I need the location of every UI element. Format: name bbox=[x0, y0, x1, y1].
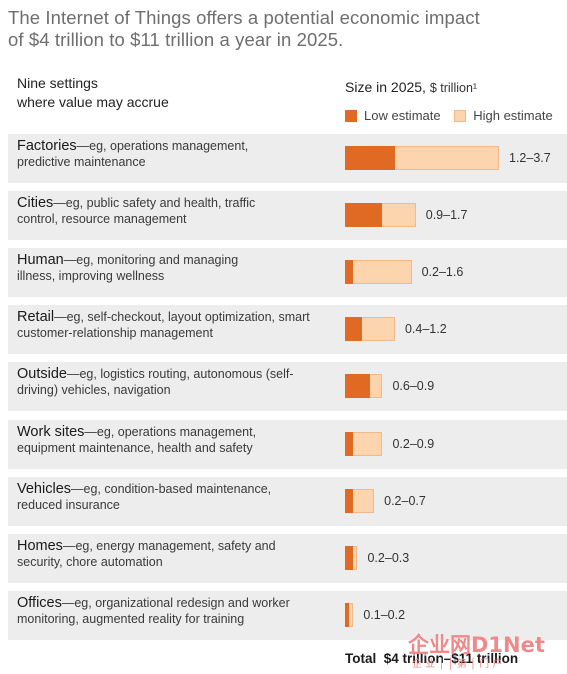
setting-description: Cities—eg, public safety and health, tra… bbox=[17, 195, 287, 227]
range-label: 0.2–0.7 bbox=[384, 494, 426, 508]
settings-header-line-1: Nine settings bbox=[17, 75, 98, 91]
bar-low-estimate bbox=[345, 203, 383, 227]
range-label: 0.6–0.9 bbox=[392, 379, 435, 393]
legend-swatch-low bbox=[345, 109, 357, 122]
bar-low-estimate bbox=[345, 374, 370, 398]
bar-low-estimate bbox=[345, 546, 354, 570]
setting-name: Retail bbox=[17, 309, 55, 325]
setting-examples: —eg, energy management, safety and secur… bbox=[17, 539, 276, 569]
chart-row-offices: Offices—eg, organizational redesign and … bbox=[8, 591, 567, 640]
chart-row-vehicles: Vehicles—eg, condition-based maintenance… bbox=[8, 477, 567, 526]
setting-description: Factories—eg, operations management, pre… bbox=[17, 138, 279, 170]
bar-low-estimate bbox=[345, 146, 395, 170]
setting-name: Homes bbox=[17, 538, 63, 554]
legend-swatch-high bbox=[454, 109, 467, 122]
watermark-subtext: 企 业 │ │ 第 │ 门 户 bbox=[412, 657, 502, 670]
chart-row-human: Human—eg, monitoring and managing illnes… bbox=[8, 248, 567, 297]
setting-examples: —eg, condition-based maintenance, reduce… bbox=[17, 482, 272, 512]
bar-low-estimate bbox=[345, 489, 354, 513]
setting-name: Vehicles bbox=[17, 481, 72, 497]
chart-row-factories: Factories—eg, operations management, pre… bbox=[8, 134, 567, 183]
chart-title-line-2: of $4 trillion to $11 trillion a year in… bbox=[8, 29, 344, 50]
watermark-text: 企业网D1Net bbox=[407, 633, 545, 657]
range-label: 0.2–0.9 bbox=[392, 437, 435, 451]
setting-examples: —eg, organizational redesign and worker … bbox=[17, 596, 290, 626]
bar-low-estimate bbox=[345, 603, 350, 627]
legend-label-low: Low estimate bbox=[364, 108, 441, 123]
setting-name: Work sites bbox=[17, 424, 85, 440]
setting-examples: —eg, operations management, equipment ma… bbox=[17, 425, 257, 455]
range-label: 0.2–1.6 bbox=[421, 265, 464, 279]
total-value: $4 trillion–$11 trillion bbox=[383, 651, 519, 666]
setting-examples: —eg, monitoring and managing illness, im… bbox=[17, 253, 239, 283]
setting-name: Human bbox=[17, 252, 64, 268]
legend-item-low: Low estimate bbox=[345, 108, 441, 123]
range-label: 0.4–1.2 bbox=[404, 322, 447, 336]
range-label: 0.2–0.3 bbox=[367, 551, 410, 565]
setting-description: Retail—eg, self-checkout, layout optimiz… bbox=[17, 309, 317, 341]
setting-name: Cities bbox=[17, 195, 54, 211]
bar-low-estimate bbox=[345, 317, 362, 341]
setting-name: Factories bbox=[17, 138, 77, 154]
range-label: 1.2–3.7 bbox=[509, 151, 551, 165]
setting-name: Outside bbox=[17, 366, 67, 382]
setting-name: Offices bbox=[17, 595, 62, 611]
setting-examples: —eg, logistics routing, autonomous (self… bbox=[17, 367, 294, 397]
setting-description: Homes—eg, energy management, safety and … bbox=[17, 538, 287, 570]
chart-row-homes: Homes—eg, energy management, safety and … bbox=[8, 534, 567, 583]
legend: Low estimate High estimate bbox=[345, 108, 563, 125]
size-header-unit: $ trillion¹ bbox=[429, 81, 478, 95]
total-label: Total bbox=[345, 651, 377, 666]
legend-label-high: High estimate bbox=[473, 108, 553, 123]
chart-title: The Internet of Things offers a potentia… bbox=[8, 7, 558, 51]
bar-low-estimate bbox=[345, 260, 354, 284]
setting-description: Human—eg, monitoring and managing illnes… bbox=[17, 252, 272, 284]
setting-description: Vehicles—eg, condition-based maintenance… bbox=[17, 481, 307, 513]
bar-high-estimate bbox=[345, 260, 412, 284]
size-column-header: Size in 2025, $ trillion¹ bbox=[345, 79, 477, 95]
d1net-watermark-logo: 企业网D1Net 企 业 │ │ 第 │ 门 户 bbox=[407, 633, 545, 670]
total-row: Total $4 trillion–$11 trillion bbox=[345, 651, 518, 666]
size-header-label: Size in 2025, bbox=[345, 79, 426, 95]
chart-row-outside: Outside—eg, logistics routing, autonomou… bbox=[8, 362, 567, 411]
range-label: 0.9–1.7 bbox=[425, 208, 468, 222]
chart-row-work-sites: Work sites—eg, operations management, eq… bbox=[8, 420, 567, 469]
setting-examples: —eg, operations management, predictive m… bbox=[17, 139, 249, 169]
setting-examples: —eg, public safety and health, traffic c… bbox=[17, 196, 256, 226]
bar-low-estimate bbox=[345, 432, 354, 456]
setting-description: Outside—eg, logistics routing, autonomou… bbox=[17, 366, 302, 398]
range-label: 0.1–0.2 bbox=[363, 608, 406, 622]
chart-row-cities: Cities—eg, public safety and health, tra… bbox=[8, 191, 567, 240]
chart-title-line-1: The Internet of Things offers a potentia… bbox=[8, 7, 480, 28]
legend-item-high: High estimate bbox=[454, 108, 553, 123]
setting-description: Work sites—eg, operations management, eq… bbox=[17, 424, 287, 456]
setting-description: Offices—eg, organizational redesign and … bbox=[17, 595, 322, 627]
setting-examples: —eg, self-checkout, layout optimization,… bbox=[17, 310, 310, 340]
settings-header-line-2: where value may accrue bbox=[17, 94, 169, 110]
settings-column-header: Nine settings where value may accrue bbox=[17, 74, 169, 112]
chart-row-retail: Retail—eg, self-checkout, layout optimiz… bbox=[8, 305, 567, 354]
